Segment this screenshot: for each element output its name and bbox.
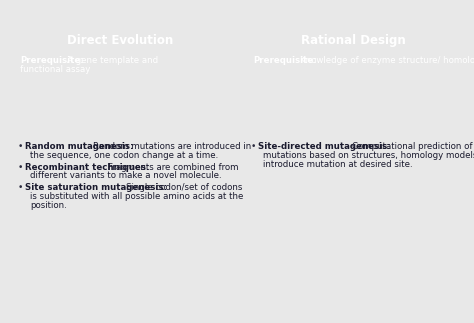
Text: Prerequisite:: Prerequisite:	[20, 56, 84, 65]
Text: Fragments are combined from: Fragments are combined from	[108, 163, 238, 172]
Text: •: •	[18, 183, 23, 193]
Text: Site-directed mutagenesis:: Site-directed mutagenesis:	[258, 142, 391, 151]
Text: Prerequisite:: Prerequisite:	[253, 56, 317, 65]
Text: Random mutagenesis:: Random mutagenesis:	[25, 142, 134, 151]
Text: Direct Evolution: Direct Evolution	[67, 34, 173, 47]
Text: mutations based on structures, homology models to: mutations based on structures, homology …	[263, 151, 474, 160]
Text: Random mutations are introduced in: Random mutations are introduced in	[93, 142, 252, 151]
Text: Site saturation mutagenesis:: Site saturation mutagenesis:	[25, 183, 167, 193]
Text: Knowledge of enzyme structure/ homology model, knowledge of structure-function r: Knowledge of enzyme structure/ homology …	[300, 56, 474, 65]
Text: Single codon/set of codons: Single codon/set of codons	[126, 183, 242, 193]
Text: Computational prediction of: Computational prediction of	[352, 142, 472, 151]
Text: the sequence, one codon change at a time.: the sequence, one codon change at a time…	[30, 151, 218, 160]
Text: functional assay: functional assay	[20, 66, 91, 75]
Text: •: •	[18, 142, 23, 151]
Text: Recombinant techniques:: Recombinant techniques:	[25, 163, 149, 172]
Text: different variants to make a novel molecule.: different variants to make a novel molec…	[30, 172, 222, 181]
Text: A gene template and: A gene template and	[67, 56, 158, 65]
Text: is substituted with all possible amino acids at the: is substituted with all possible amino a…	[30, 192, 243, 201]
Text: •: •	[18, 163, 23, 172]
Text: Rational Design: Rational Design	[301, 34, 406, 47]
Text: position.: position.	[30, 201, 67, 210]
Text: introduce mutation at desired site.: introduce mutation at desired site.	[263, 160, 413, 169]
Text: •: •	[251, 142, 256, 151]
